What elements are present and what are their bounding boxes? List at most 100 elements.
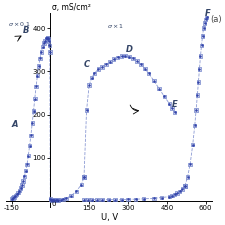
Point — [143, 67, 147, 70]
Point — [107, 198, 110, 201]
Point — [49, 198, 53, 201]
Point — [86, 198, 90, 201]
Point — [90, 76, 94, 80]
Point — [180, 187, 184, 191]
Point — [170, 106, 174, 110]
Point — [74, 190, 78, 193]
Point — [51, 198, 55, 202]
Point — [126, 197, 130, 201]
Point — [14, 194, 17, 198]
Point — [82, 175, 86, 179]
Point — [28, 144, 32, 147]
Point — [100, 198, 104, 201]
Point — [49, 197, 52, 201]
Point — [15, 193, 18, 196]
Point — [52, 198, 56, 202]
Point — [108, 60, 112, 64]
Point — [173, 193, 176, 196]
Point — [27, 154, 30, 157]
Point — [142, 197, 145, 201]
Point — [23, 175, 26, 178]
Point — [46, 36, 50, 39]
Point — [170, 194, 174, 198]
Point — [14, 194, 17, 198]
Point — [108, 60, 112, 64]
Point — [23, 175, 26, 178]
Text: E: E — [171, 100, 177, 109]
Point — [113, 198, 117, 201]
Point — [168, 195, 171, 198]
Point — [47, 39, 51, 43]
Point — [47, 44, 51, 47]
Point — [64, 197, 68, 200]
Point — [205, 16, 209, 19]
Point — [47, 37, 50, 41]
Point — [18, 189, 21, 192]
Point — [87, 83, 91, 87]
Point — [24, 169, 27, 173]
Point — [100, 65, 104, 69]
Point — [194, 108, 198, 112]
Point — [34, 85, 38, 88]
Point — [18, 189, 21, 192]
Point — [143, 67, 147, 70]
Point — [25, 162, 29, 166]
Point — [191, 143, 195, 146]
Point — [162, 94, 166, 98]
Point — [12, 195, 16, 199]
Point — [120, 54, 123, 58]
Point — [49, 197, 52, 201]
Point — [47, 39, 51, 43]
Point — [82, 175, 86, 179]
Point — [168, 102, 171, 106]
Point — [29, 133, 33, 137]
Point — [55, 198, 58, 202]
Text: 0: 0 — [51, 201, 56, 207]
Point — [95, 198, 99, 201]
Point — [139, 63, 143, 66]
Point — [48, 50, 52, 54]
Text: B: B — [23, 26, 29, 35]
Point — [21, 179, 25, 183]
Point — [116, 56, 119, 59]
Point — [175, 191, 179, 195]
Point — [86, 198, 90, 201]
Point — [139, 63, 143, 66]
Text: σ, mS/cm²: σ, mS/cm² — [52, 3, 91, 12]
Point — [30, 121, 34, 125]
Point — [64, 197, 68, 200]
Point — [20, 183, 24, 187]
Point — [168, 102, 171, 106]
Point — [135, 59, 139, 63]
Point — [59, 198, 63, 201]
Point — [197, 80, 200, 84]
Point — [21, 179, 25, 183]
Point — [128, 55, 131, 58]
Point — [61, 197, 65, 201]
Point — [199, 54, 202, 58]
Point — [199, 54, 202, 58]
Point — [147, 72, 151, 75]
Point — [193, 124, 197, 127]
Point — [134, 197, 137, 201]
Point — [61, 197, 65, 201]
Point — [82, 198, 86, 201]
Point — [10, 197, 13, 201]
Point — [152, 79, 156, 83]
Point — [126, 197, 130, 201]
Point — [33, 97, 37, 100]
Point — [39, 50, 43, 54]
Point — [183, 184, 187, 188]
Point — [30, 121, 34, 125]
Point — [191, 143, 195, 146]
Point — [196, 93, 199, 97]
Point — [85, 108, 88, 112]
Point — [38, 56, 42, 60]
Point — [49, 198, 53, 201]
Point — [178, 190, 182, 193]
Point — [39, 50, 43, 54]
Point — [202, 26, 205, 30]
Point — [204, 18, 207, 21]
Point — [92, 72, 96, 75]
Point — [200, 44, 203, 47]
